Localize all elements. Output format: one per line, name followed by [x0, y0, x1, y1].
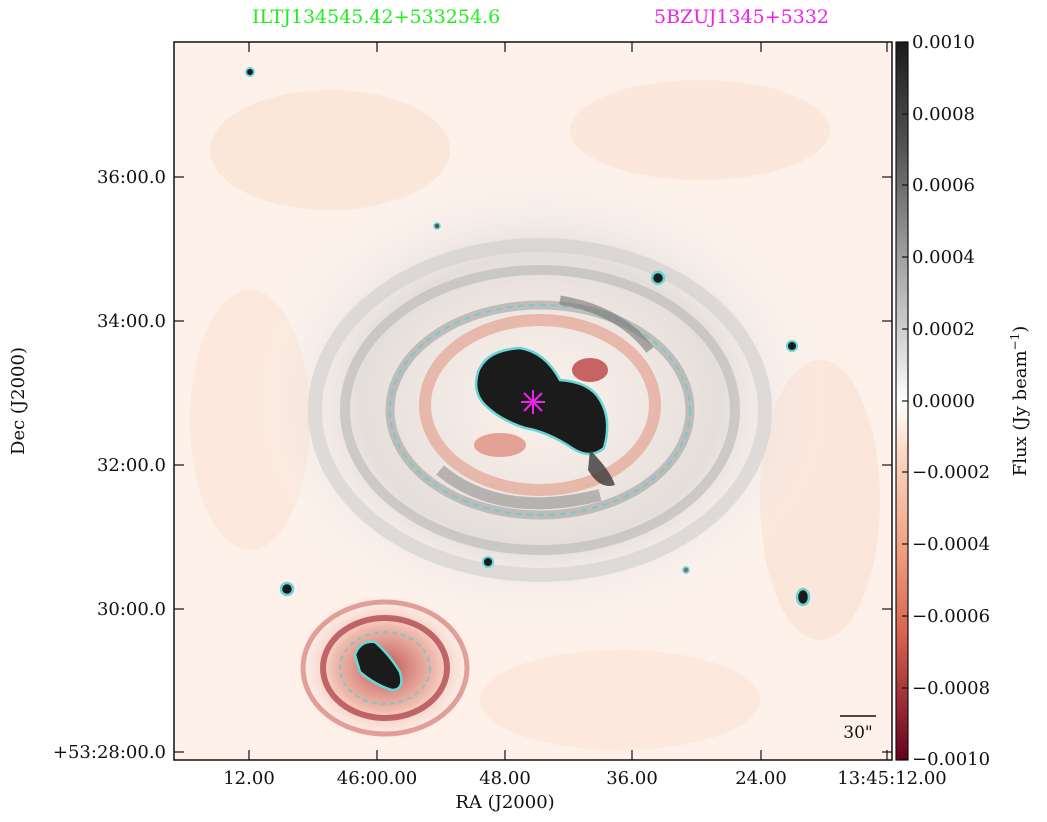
y-tick-label: 32:00.0 — [97, 455, 166, 476]
colorbar-label-text: Flux (Jy beam — [1010, 350, 1031, 476]
colorbar: 0.0010 0.0008 0.0006 0.0004 0.0002 0.000… — [895, 32, 1031, 770]
colorbar-tick-label: 0.0002 — [912, 319, 975, 340]
plot-frame — [173, 41, 893, 761]
x-axis-label: RA (J2000) — [455, 792, 554, 813]
source-name-title: ILTJ134545.42+533254.6 — [252, 6, 501, 28]
x-tick-label: 24.00 — [735, 768, 787, 789]
colorbar-tick-label: −0.0008 — [912, 678, 990, 699]
colorbar-tick-label: −0.0002 — [912, 462, 990, 483]
radio-image — [174, 42, 892, 760]
x-tick-label: 46:00.00 — [337, 768, 418, 789]
colorbar-label-exponent: −1 — [1008, 333, 1022, 351]
colorbar-tick-label: 0.0008 — [912, 104, 975, 125]
colorbar-tick-label: −0.0006 — [912, 606, 990, 627]
axis-ticks — [174, 42, 892, 760]
y-tick-label: +53:28:00.0 — [53, 742, 166, 763]
y-tick-label: 30:00.0 — [97, 599, 166, 620]
y-axis-label: Dec (J2000) — [8, 347, 29, 455]
y-tick-label: 36:00.0 — [97, 167, 166, 188]
colorbar-tick-label: −0.0010 — [912, 749, 990, 770]
scale-bar-label: 30" — [843, 723, 872, 743]
x-tick-label: 48.00 — [479, 768, 531, 789]
x-tick-label: 36.00 — [606, 768, 658, 789]
colorbar-tick-label: 0.0000 — [912, 391, 975, 412]
catalog-position-marker — [521, 390, 545, 414]
colorbar-label-close: ) — [1010, 326, 1031, 333]
colorbar-tick-label: 0.0004 — [912, 247, 975, 268]
y-tick-label: 34:00.0 — [97, 311, 166, 332]
colorbar-tick-label: 0.0006 — [912, 175, 975, 196]
x-tick-label: 13:45:12.00 — [837, 768, 946, 789]
x-tick-label: 12.00 — [223, 768, 275, 789]
colorbar-tick-label: −0.0004 — [912, 534, 990, 555]
colorbar-label: Flux (Jy beam−1) — [1008, 326, 1031, 477]
catalog-name-title: 5BZUJ1345+5332 — [654, 6, 829, 28]
colorbar-tick-label: 0.0010 — [912, 32, 975, 53]
